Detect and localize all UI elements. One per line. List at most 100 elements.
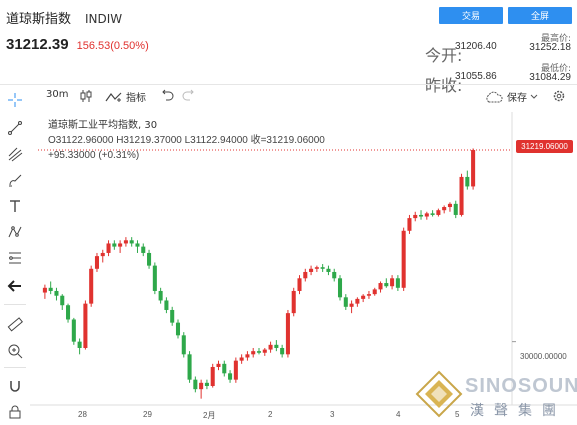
header-divider <box>0 84 577 85</box>
candle <box>366 294 371 296</box>
candle <box>141 246 146 253</box>
y-axis-tick-label: 30000.00000 <box>520 352 567 361</box>
prev-close-value: 31055.86 <box>455 71 497 82</box>
candle <box>175 322 181 336</box>
candle <box>233 360 238 380</box>
indicators-label: 指标 <box>126 93 146 104</box>
candle <box>251 351 256 355</box>
candle <box>256 351 262 353</box>
candle <box>326 268 331 272</box>
candle <box>170 309 175 323</box>
candle <box>285 313 290 355</box>
candle <box>42 287 47 293</box>
undo-icon[interactable] <box>162 89 174 101</box>
candle <box>222 363 227 374</box>
rail-divider <box>4 367 26 368</box>
current-price-tag: 31219.06000 <box>516 140 573 153</box>
candle <box>303 271 308 279</box>
interval-select[interactable]: 30m <box>46 89 68 100</box>
price-change: 156.53(0.50%) <box>76 40 149 52</box>
candle <box>424 213 429 217</box>
candle <box>118 243 123 247</box>
arrow-left-icon[interactable] <box>5 276 25 296</box>
candle <box>228 373 233 380</box>
interval-label: 30m <box>46 89 69 100</box>
candle <box>297 278 302 291</box>
candle <box>60 295 65 306</box>
rail-divider <box>4 304 26 305</box>
candle <box>349 303 354 307</box>
zoom-in-icon[interactable] <box>5 341 25 361</box>
candle <box>129 240 134 244</box>
brush-icon[interactable] <box>5 170 25 190</box>
lock-icon[interactable] <box>5 402 25 422</box>
x-axis-tick-label: 28 <box>78 410 87 419</box>
instrument-title: 道琼斯指数 INDIW <box>6 8 122 27</box>
candle <box>309 268 314 272</box>
fullscreen-button[interactable]: 全屏 <box>508 7 572 24</box>
candle <box>187 354 192 380</box>
ruler-icon[interactable] <box>5 314 25 334</box>
low-label: 最低价: <box>540 64 571 74</box>
trend-line-icon[interactable] <box>5 118 25 138</box>
candle <box>204 382 209 386</box>
candle <box>465 176 470 187</box>
candle <box>54 290 59 296</box>
candle <box>442 207 447 211</box>
candle <box>152 265 157 291</box>
settings-icon[interactable] <box>552 89 566 103</box>
indicators-icon <box>105 92 122 102</box>
candle <box>71 319 76 342</box>
low-value: 31084.29 <box>529 72 571 83</box>
candle-style-icon[interactable] <box>78 89 94 103</box>
candle <box>413 214 418 219</box>
save-label: 保存 <box>507 93 527 104</box>
candle <box>337 278 343 298</box>
candle <box>123 240 128 244</box>
candle <box>216 363 221 367</box>
x-axis-tick-label: 2 <box>268 410 273 419</box>
x-axis-tick-label: 5 <box>455 410 460 419</box>
magnet-icon[interactable] <box>5 376 25 396</box>
high-value: 31252.18 <box>529 42 571 53</box>
candle <box>48 287 53 291</box>
save-button[interactable]: 保存 <box>484 89 538 104</box>
candle <box>395 278 400 288</box>
candle <box>430 213 435 215</box>
candle <box>89 268 94 304</box>
candle <box>471 150 476 187</box>
high-label: 最高价: <box>540 34 571 44</box>
trade-button[interactable]: 交易 <box>439 7 503 24</box>
candle <box>372 289 377 295</box>
cloud-icon <box>486 91 503 102</box>
candle <box>181 335 186 355</box>
last-price: 31212.39 <box>6 36 69 53</box>
pitchfork-icon[interactable] <box>5 144 25 164</box>
chart-toolbar: 30m 指标 保存 <box>0 86 577 108</box>
candle <box>106 243 111 253</box>
candle <box>199 382 204 390</box>
indicators-button[interactable]: 指标 <box>105 89 146 104</box>
redo-icon[interactable] <box>182 89 194 101</box>
watermark-cn: 漢聲集團 <box>470 403 566 419</box>
watermark-latin: SINOSOUND <box>465 375 577 397</box>
candle <box>436 210 441 215</box>
broker-watermark-logo: SINOSOUND 漢聲集團 <box>415 370 577 425</box>
chart-legend: 道琼斯工业平均指数, 30 O31122.96000 H31219.37000 … <box>48 118 325 163</box>
text-icon[interactable] <box>5 196 25 216</box>
candle <box>147 252 152 266</box>
pattern-icon[interactable] <box>5 222 25 242</box>
candle <box>245 354 250 358</box>
candle <box>343 297 348 307</box>
fib-icon[interactable] <box>5 248 25 268</box>
open-label: 今开: <box>425 46 463 65</box>
drawing-tools-rail <box>0 86 30 425</box>
candle <box>390 278 395 287</box>
candle <box>268 344 273 350</box>
candle <box>135 243 140 247</box>
candle <box>210 366 215 386</box>
candle <box>77 341 82 348</box>
candle <box>193 379 198 390</box>
crosshair-icon[interactable] <box>5 90 25 110</box>
